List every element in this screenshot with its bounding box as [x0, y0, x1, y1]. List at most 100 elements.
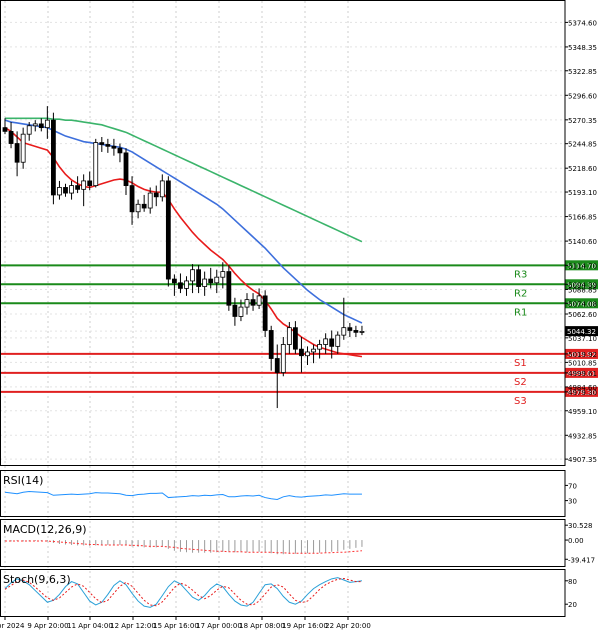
level-tag-r3 — [565, 260, 598, 271]
candle-body — [129, 185, 135, 213]
level-tag-label-r3: 5114.70 — [567, 262, 596, 270]
indicator-tick-label: 30 — [568, 498, 577, 506]
candle-body — [347, 327, 353, 331]
candle-body — [190, 269, 195, 282]
time-tick-label: 22 Apr 20:00 — [325, 622, 371, 630]
candle-body — [51, 119, 56, 196]
price-tick-label: 4932.85 — [568, 432, 597, 440]
indicator-panels: 70 30 RSI(14) 30.528 0.00 -39.417 MACD(12,26,9… — [3, 474, 595, 609]
indicator-name: MACD(12,26,9) — [3, 523, 87, 536]
candle-body — [232, 304, 238, 317]
candle-body — [184, 280, 189, 289]
stoch-k-line — [4, 577, 363, 608]
indicator-1: 30.528 0.00 -39.417 MACD(12,26,9) — [3, 522, 595, 564]
candle-body — [8, 130, 14, 144]
indicator-panel-frame — [0, 470, 566, 517]
current-price-label: 5044.32 — [567, 328, 596, 336]
ma-slow-line — [5, 117, 363, 243]
price-tick-label: 5374.60 — [568, 19, 597, 27]
candle-body — [299, 348, 304, 357]
level-name-r3: R3 — [514, 269, 527, 280]
price-tick-label: 5348.35 — [568, 44, 597, 52]
candle-body — [353, 330, 359, 333]
pivot-levels: R3 5114.70 R2 5094.39 R1 5074.08 S1 5019.92 S2 49… — [0, 260, 598, 407]
candle-body — [220, 271, 226, 278]
candle-body — [99, 142, 105, 145]
indicator-name: Stoch(9,6,3) — [3, 573, 71, 586]
level-name-r1: R1 — [514, 307, 527, 318]
main-panel-frame — [0, 0, 566, 466]
level-tag-s3 — [565, 386, 598, 397]
price-tick-label: 5114.70 — [568, 262, 597, 270]
price-tick-label: 5062.60 — [568, 311, 597, 319]
candle-body — [329, 338, 335, 347]
candle-body — [214, 276, 220, 284]
candle-body — [57, 187, 62, 196]
indicator-panel-frame — [0, 569, 566, 617]
candle-body — [359, 331, 365, 333]
candle-body — [153, 192, 159, 198]
candle-body — [226, 271, 232, 306]
candle-body — [159, 180, 165, 198]
price-tick-label: 5094.39 — [568, 281, 597, 289]
indicator-name: RSI(14) — [3, 474, 43, 487]
axes: 5374.60 5348.35 5322.85 5296.60 5270.35 5244.… — [0, 0, 598, 617]
candle-body — [123, 152, 129, 186]
price-tick-label: 5218.60 — [568, 165, 597, 173]
indicator-panel-frame — [0, 519, 566, 567]
candle-body — [87, 180, 93, 186]
price-tick-label: 4984.60 — [568, 384, 597, 392]
candle-body — [268, 330, 274, 359]
candle-body — [256, 295, 262, 306]
level-name-r2: R2 — [514, 288, 527, 299]
price-tick-label: 5037.10 — [568, 335, 597, 343]
time-tick-label: 19 Apr 16:00 — [282, 622, 328, 630]
price-tick-label: 4959.10 — [568, 408, 597, 416]
rsi-line — [4, 490, 362, 500]
time-tick-label: 17 Apr 00:00 — [196, 622, 242, 630]
candle-body — [20, 133, 26, 163]
candle-body — [135, 203, 141, 213]
candles — [2, 106, 365, 409]
indicator-tick-label: 20 — [568, 601, 577, 609]
level-tag-s2 — [565, 367, 598, 378]
level-name-s2: S2 — [514, 377, 527, 388]
time-tick-label: 18 Apr 08:00 — [239, 622, 285, 630]
price-tick-label: 5270.35 — [568, 117, 597, 125]
level-tag-label-s2: 4999.61 — [567, 370, 596, 378]
indicator-tick-label: 30.528 — [568, 522, 593, 530]
candle-body — [286, 327, 292, 345]
ma-mid-line — [4, 119, 363, 324]
candle-body — [305, 351, 310, 357]
level-tag-r1 — [565, 298, 598, 309]
candle-body — [335, 334, 341, 347]
price-tick-label: 5019.92 — [568, 351, 597, 359]
level-tag-label-r1: 5074.08 — [567, 300, 596, 308]
candle-body — [196, 269, 202, 287]
candle-body — [75, 185, 80, 190]
candle-body — [14, 143, 20, 163]
candle-body — [341, 327, 347, 336]
level-tag-label-s3: 4979.30 — [567, 389, 596, 397]
candle-body — [44, 119, 50, 129]
candle-body — [117, 147, 123, 154]
candle-body — [208, 278, 214, 284]
price-tick-label: 5088.85 — [568, 286, 597, 294]
candle-body — [274, 358, 280, 373]
price-tick-label: 5296.60 — [568, 92, 597, 100]
candle-body — [244, 299, 250, 308]
price-tick-label: 5074.08 — [568, 300, 597, 308]
candle-body — [238, 306, 244, 317]
candle-body — [262, 295, 268, 331]
level-tag-label-s1: 5019.92 — [567, 351, 596, 359]
indicator-tick-label: 70 — [568, 482, 577, 490]
candle-body — [93, 142, 99, 186]
candle-body — [280, 344, 286, 373]
level-tag-s1 — [565, 348, 598, 359]
price-tick-label: 5322.85 — [568, 68, 597, 76]
macd-signal-line — [5, 540, 362, 554]
level-name-s1: S1 — [514, 358, 527, 369]
level-tag-r2 — [565, 279, 598, 290]
candle-body — [26, 125, 32, 135]
candle-body — [32, 123, 38, 127]
